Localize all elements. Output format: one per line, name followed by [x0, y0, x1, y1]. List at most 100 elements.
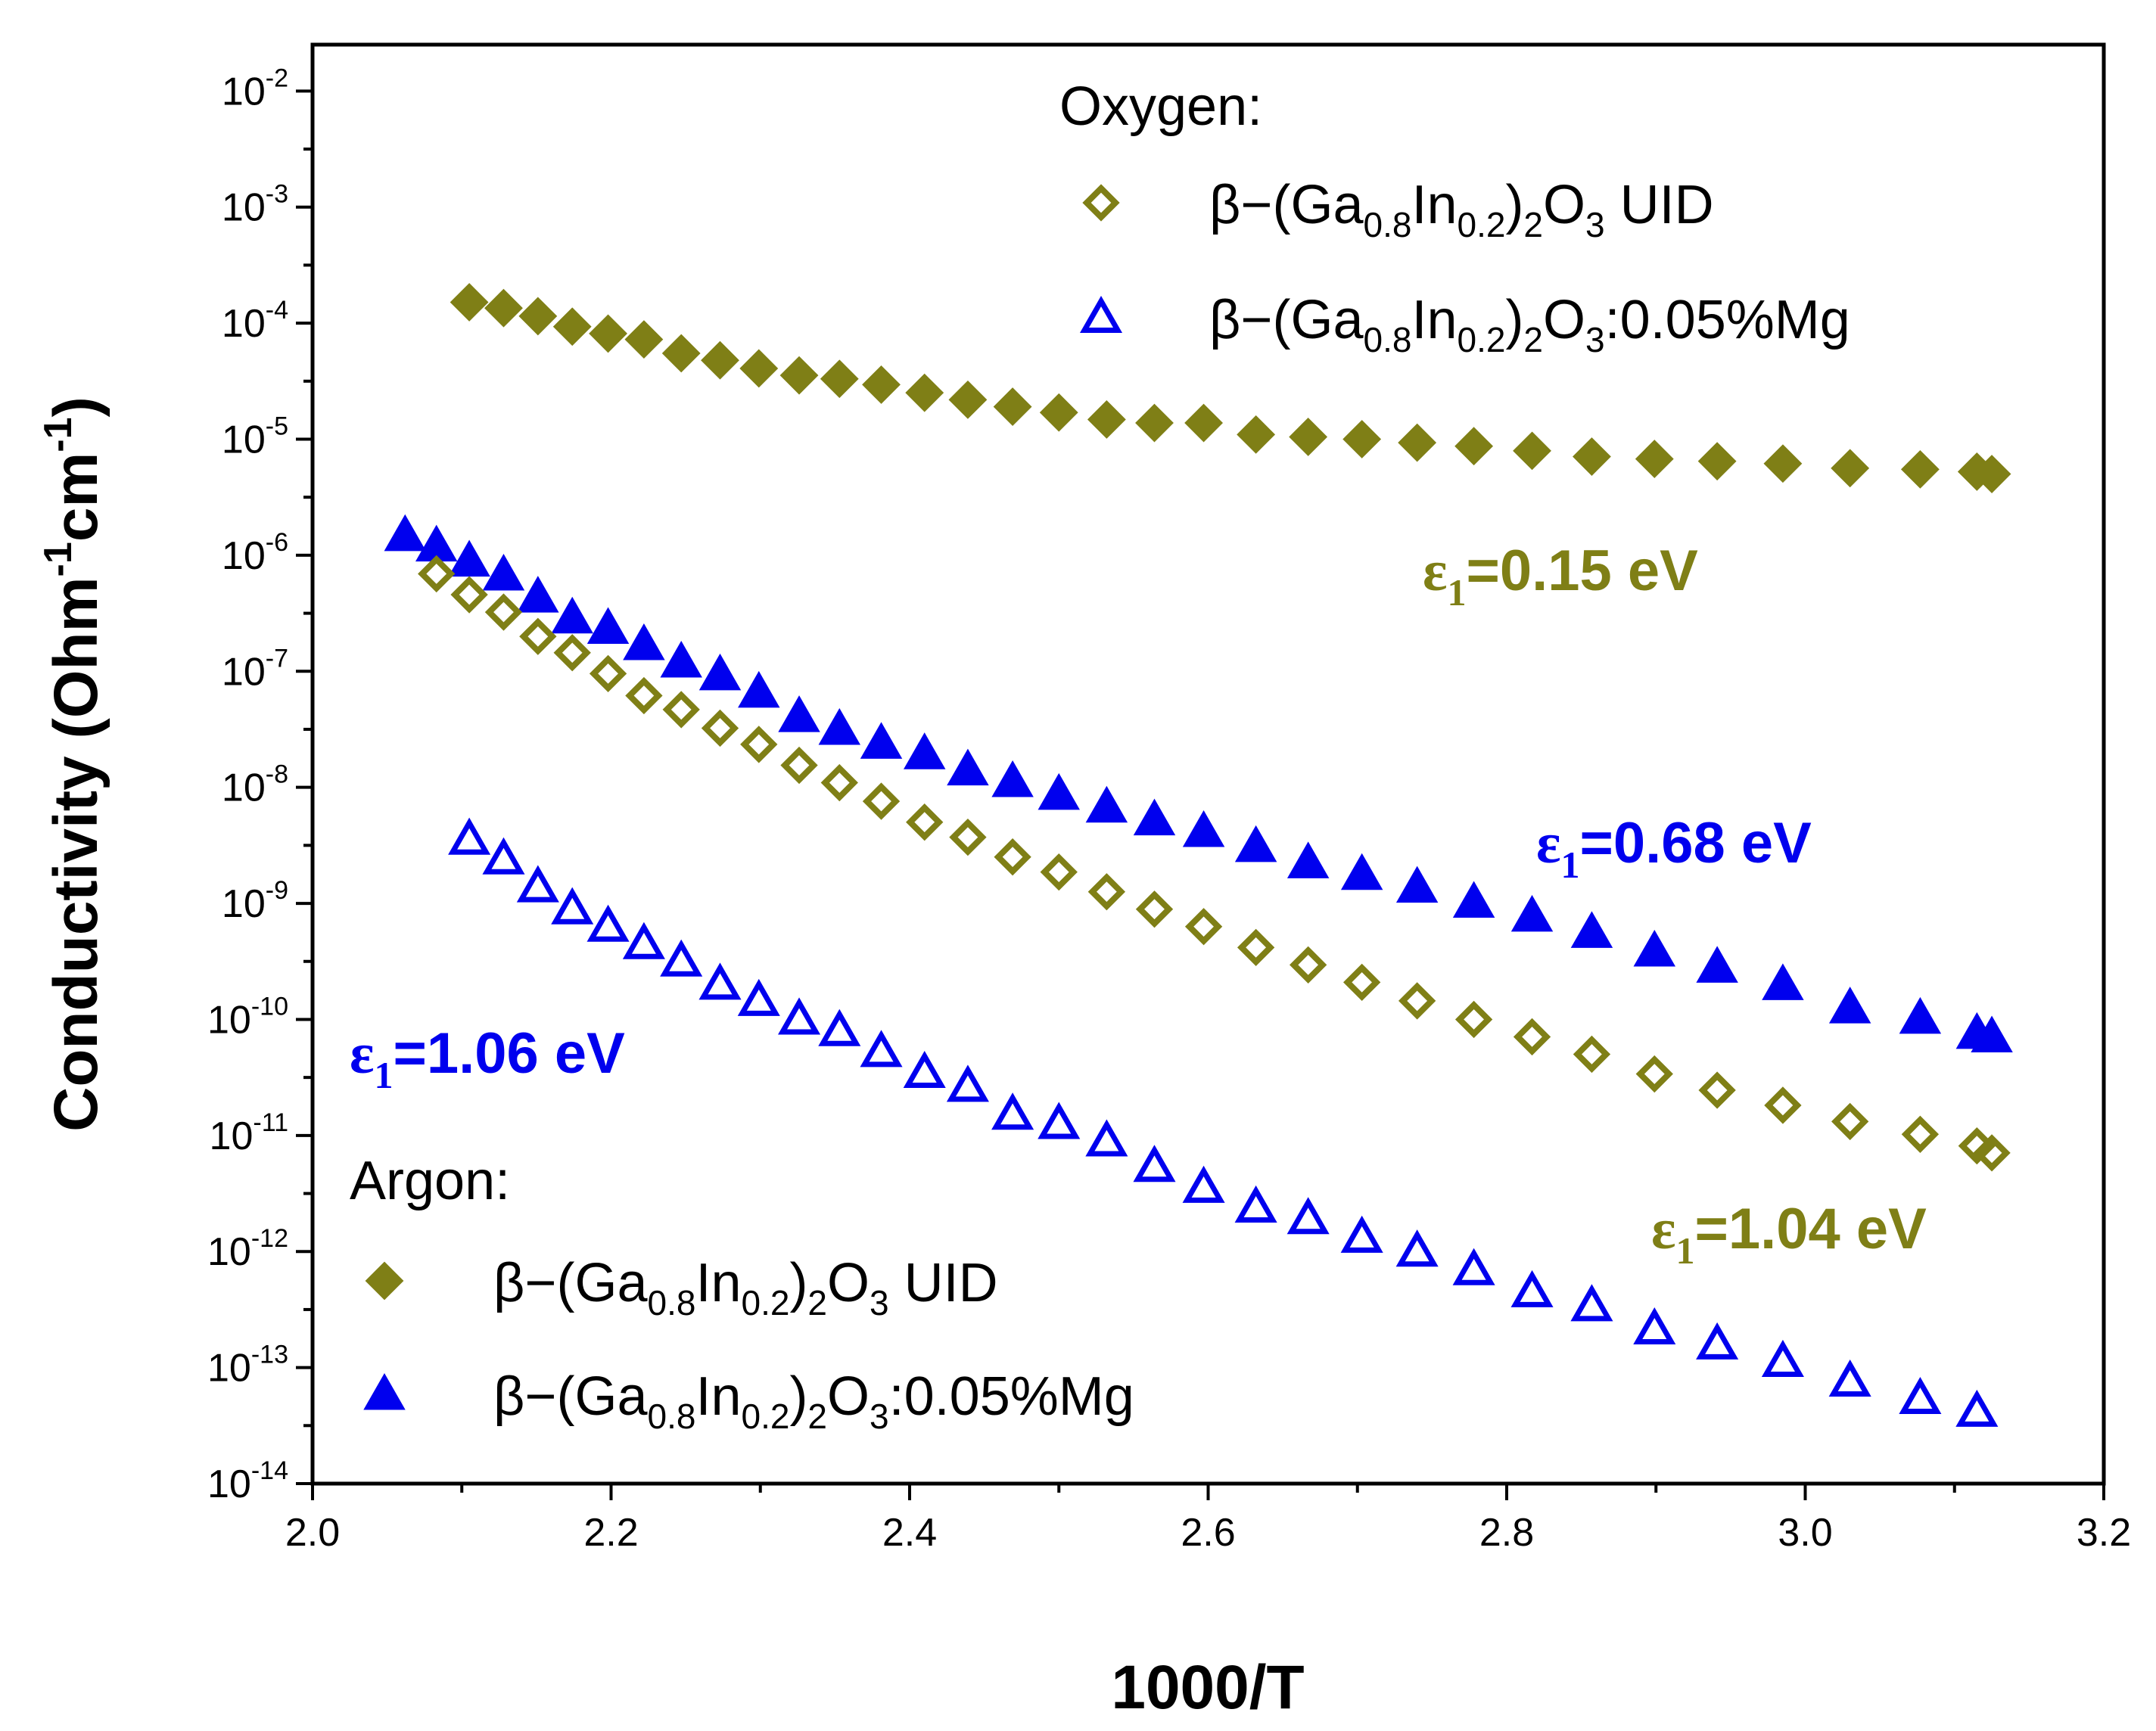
- y-tick-label: 10-8: [222, 760, 288, 810]
- y-tick-label: 10-2: [222, 64, 288, 113]
- data-point: [1133, 1145, 1176, 1182]
- data-point: [1698, 1071, 1736, 1109]
- data-point: [551, 596, 593, 634]
- data-point: [1452, 1248, 1495, 1285]
- data-point: [1237, 928, 1275, 967]
- data-point: [586, 607, 630, 645]
- data-point: [1087, 400, 1126, 439]
- data-point: [450, 576, 488, 614]
- x-tick-label: 2.6: [1181, 1511, 1235, 1555]
- series-diamond-filled: [450, 283, 2011, 493]
- x-tick-label: 2.8: [1479, 1511, 1534, 1555]
- data-point: [1763, 444, 1803, 483]
- data-point: [448, 539, 490, 577]
- x-tick-label: 3.2: [2077, 1511, 2131, 1555]
- data-point: [1696, 1322, 1739, 1360]
- data-point: [1343, 963, 1381, 1002]
- legend-label: β−(Ga0.8In0.2)2O3:0.05%Mg: [493, 1366, 1134, 1436]
- data-point: [1973, 1134, 2011, 1172]
- series-diamond-open: [418, 555, 2011, 1172]
- x-tick-label: 3.0: [1778, 1511, 1832, 1555]
- data-point: [1038, 1102, 1081, 1139]
- data-point: [1570, 1284, 1613, 1322]
- x-tick-label: 2.0: [285, 1511, 340, 1555]
- data-point: [1454, 427, 1494, 466]
- legend-entry-argon-uid: β−(Ga0.8In0.2)2O3 UID: [365, 1253, 998, 1322]
- legend-marker: [363, 1372, 406, 1410]
- data-point: [1831, 449, 1870, 488]
- data-point: [552, 307, 592, 347]
- y-tick-label: 10-13: [207, 1341, 288, 1391]
- x-tick-label: 2.2: [583, 1511, 638, 1555]
- data-point: [1972, 455, 2011, 493]
- y-tick-label: 10-3: [222, 180, 288, 230]
- anno-104: ε1=1.04 eV: [1651, 1197, 1927, 1272]
- data-point: [1289, 418, 1328, 456]
- data-point: [661, 334, 701, 373]
- data-point: [1038, 772, 1080, 810]
- data-point: [737, 978, 780, 1016]
- data-point: [1454, 1000, 1493, 1039]
- data-point: [551, 887, 594, 925]
- legend-marker: [1079, 295, 1123, 333]
- data-point: [1182, 810, 1225, 847]
- data-point: [991, 1092, 1034, 1130]
- data-point: [518, 297, 558, 336]
- data-point: [625, 676, 663, 715]
- data-point: [994, 838, 1031, 876]
- data-series: [384, 283, 2013, 1427]
- data-point: [1696, 946, 1738, 983]
- data-point: [1087, 873, 1126, 911]
- data-point: [1234, 1185, 1277, 1223]
- data-point: [1635, 1055, 1673, 1093]
- anno-106: ε1=1.06 eV: [350, 1021, 625, 1096]
- data-point: [1764, 1086, 1802, 1124]
- x-axis-title: 1000/T: [1111, 1653, 1304, 1722]
- data-point: [1286, 1197, 1330, 1235]
- legend-marker: [1082, 184, 1120, 222]
- data-point: [860, 722, 903, 759]
- data-point: [740, 726, 778, 763]
- legend-entry-argon-mg: β−(Ga0.8In0.2)2O3:0.05%Mg: [363, 1366, 1134, 1436]
- data-point: [484, 593, 523, 631]
- data-point: [1901, 1115, 1940, 1153]
- data-point: [624, 320, 664, 359]
- data-point: [1899, 1376, 1942, 1415]
- x-axis: 2.0 2.2 2.4 2.6 2.8 3.0 3.2: [285, 1484, 2131, 1555]
- y-tick-label: 10-7: [222, 644, 288, 694]
- y-tick-label: 10-4: [222, 296, 288, 346]
- data-point: [1040, 853, 1078, 891]
- legend-marker: [365, 1261, 404, 1301]
- data-point: [1340, 1215, 1383, 1253]
- data-point: [1761, 1339, 1804, 1377]
- data-point: [1085, 785, 1128, 823]
- anno-068: ε1=0.68 eV: [1536, 811, 1812, 886]
- data-point: [698, 653, 742, 691]
- data-point: [1573, 1035, 1611, 1074]
- data-point: [1899, 996, 1942, 1034]
- data-point: [450, 283, 489, 322]
- data-point: [906, 803, 944, 841]
- data-point: [1633, 1307, 1676, 1344]
- y-axis-title: Conductivity (Ohm-1cm-1): [36, 396, 110, 1132]
- data-point: [701, 709, 739, 747]
- legend-label: β−(Ga0.8In0.2)2O3:0.05%Mg: [1209, 290, 1850, 359]
- data-point: [1828, 1359, 1871, 1397]
- data-point: [1237, 415, 1276, 454]
- data-point: [778, 695, 820, 732]
- data-point: [948, 380, 988, 419]
- data-point: [780, 746, 818, 785]
- series-triangle-filled: [384, 514, 2013, 1052]
- data-point: [993, 387, 1032, 426]
- data-point: [1290, 946, 1327, 984]
- data-point: [1633, 929, 1676, 967]
- data-point: [384, 514, 427, 552]
- data-point: [589, 314, 627, 353]
- data-point: [1184, 908, 1223, 946]
- y-tick-label: 10-5: [222, 412, 288, 462]
- data-point: [1135, 890, 1174, 928]
- data-point: [698, 962, 742, 1000]
- data-point: [1513, 431, 1551, 471]
- data-point: [623, 623, 665, 660]
